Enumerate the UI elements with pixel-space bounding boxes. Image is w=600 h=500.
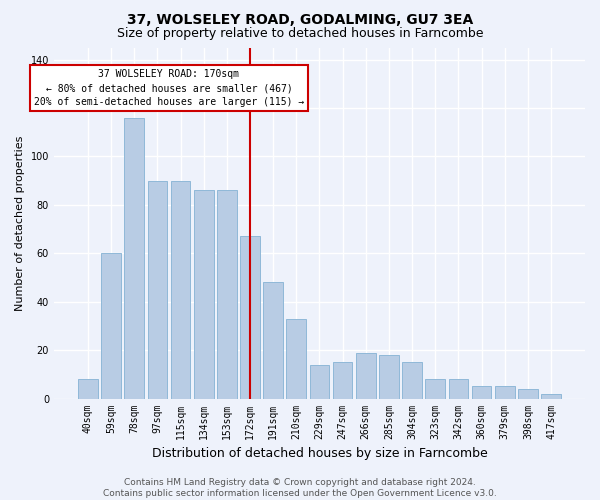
Bar bbox=[449, 379, 468, 398]
Text: Contains HM Land Registry data © Crown copyright and database right 2024.
Contai: Contains HM Land Registry data © Crown c… bbox=[103, 478, 497, 498]
Text: Size of property relative to detached houses in Farncombe: Size of property relative to detached ho… bbox=[117, 28, 483, 40]
Bar bbox=[78, 379, 98, 398]
Bar bbox=[217, 190, 236, 398]
Bar bbox=[472, 386, 491, 398]
Bar bbox=[379, 355, 399, 399]
Bar bbox=[541, 394, 561, 398]
Bar bbox=[170, 180, 190, 398]
X-axis label: Distribution of detached houses by size in Farncombe: Distribution of detached houses by size … bbox=[152, 447, 487, 460]
Bar bbox=[518, 389, 538, 398]
Bar bbox=[495, 386, 515, 398]
Bar bbox=[240, 236, 260, 398]
Bar bbox=[425, 379, 445, 398]
Bar bbox=[101, 254, 121, 398]
Text: 37, WOLSELEY ROAD, GODALMING, GU7 3EA: 37, WOLSELEY ROAD, GODALMING, GU7 3EA bbox=[127, 12, 473, 26]
Y-axis label: Number of detached properties: Number of detached properties bbox=[15, 136, 25, 310]
Bar bbox=[124, 118, 144, 398]
Bar bbox=[402, 362, 422, 399]
Bar bbox=[310, 364, 329, 398]
Bar bbox=[194, 190, 214, 398]
Bar bbox=[148, 180, 167, 398]
Bar bbox=[286, 318, 306, 398]
Text: 37 WOLSELEY ROAD: 170sqm
← 80% of detached houses are smaller (467)
20% of semi-: 37 WOLSELEY ROAD: 170sqm ← 80% of detach… bbox=[34, 70, 304, 108]
Bar bbox=[333, 362, 352, 399]
Bar bbox=[356, 352, 376, 399]
Bar bbox=[263, 282, 283, 399]
